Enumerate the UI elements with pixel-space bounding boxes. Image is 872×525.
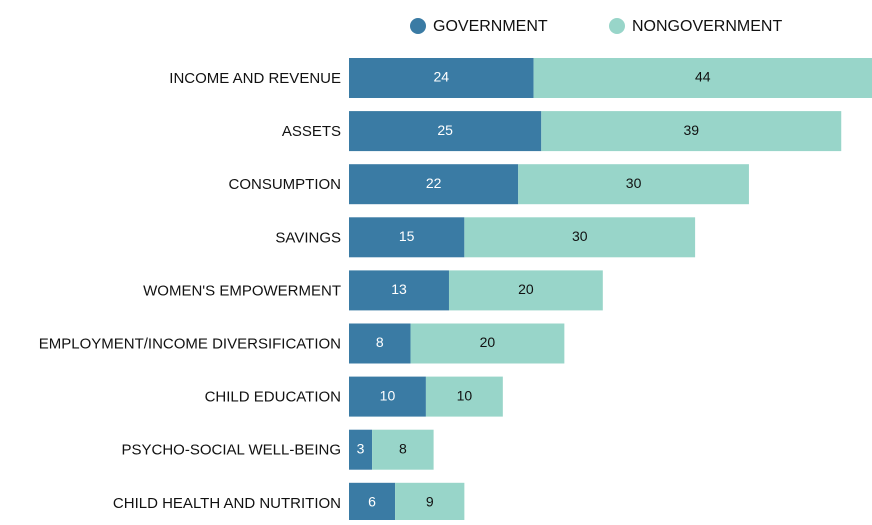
value-label: 30 <box>572 228 588 244</box>
category-label: INCOME AND REVENUE <box>169 70 341 87</box>
legend-label: NONGOVERNMENT <box>632 18 782 35</box>
value-label: 25 <box>437 122 453 138</box>
bar-segment <box>349 58 534 98</box>
value-label: 24 <box>434 69 450 85</box>
value-label: 20 <box>518 281 534 297</box>
bar-segment <box>349 111 542 152</box>
bar-segment <box>410 323 565 364</box>
bar-segment <box>541 111 842 152</box>
bar-segment <box>518 164 749 205</box>
category-label: EMPLOYMENT/INCOME DIVERSIFICATION <box>39 335 341 352</box>
bar-segment <box>349 429 373 470</box>
value-label: 6 <box>368 494 376 510</box>
bar-segment <box>395 482 465 523</box>
legend-swatch <box>410 18 426 34</box>
category-label: CONSUMPTION <box>229 176 342 193</box>
value-label: 9 <box>426 494 434 510</box>
bar-segment <box>464 217 696 258</box>
category-label: CHILD EDUCATION <box>205 389 341 406</box>
value-label: 44 <box>695 69 711 85</box>
bar-segment <box>349 217 465 258</box>
value-label: 8 <box>376 334 384 350</box>
value-label: 13 <box>391 281 407 297</box>
category-label: WOMEN'S EMPOWERMENT <box>143 282 341 299</box>
category-label: ASSETS <box>282 123 341 140</box>
value-label: 3 <box>357 440 365 456</box>
bar-segment <box>425 376 503 417</box>
value-label: 22 <box>426 175 442 191</box>
value-label: 8 <box>399 440 407 456</box>
category-label: PSYCHO-SOCIAL WELL-BEING <box>122 442 342 459</box>
bar-segment <box>533 58 872 98</box>
bar-segment <box>349 164 519 205</box>
legend-swatch <box>609 18 625 34</box>
bar-segment <box>349 323 411 364</box>
value-label: 15 <box>399 228 415 244</box>
value-label: 10 <box>457 387 473 403</box>
value-label: 20 <box>480 334 496 350</box>
value-label: 10 <box>380 387 396 403</box>
value-label: 39 <box>683 122 699 138</box>
bar-segment <box>349 482 396 523</box>
category-label: SAVINGS <box>275 229 341 246</box>
category-label: CHILD HEALTH AND NUTRITION <box>113 495 341 512</box>
value-label: 30 <box>626 175 642 191</box>
bar-segment <box>349 270 449 311</box>
legend-label: GOVERNMENT <box>433 18 548 35</box>
bar-segment <box>349 376 426 417</box>
bar-segment <box>448 270 603 311</box>
bar-segment <box>372 429 434 470</box>
